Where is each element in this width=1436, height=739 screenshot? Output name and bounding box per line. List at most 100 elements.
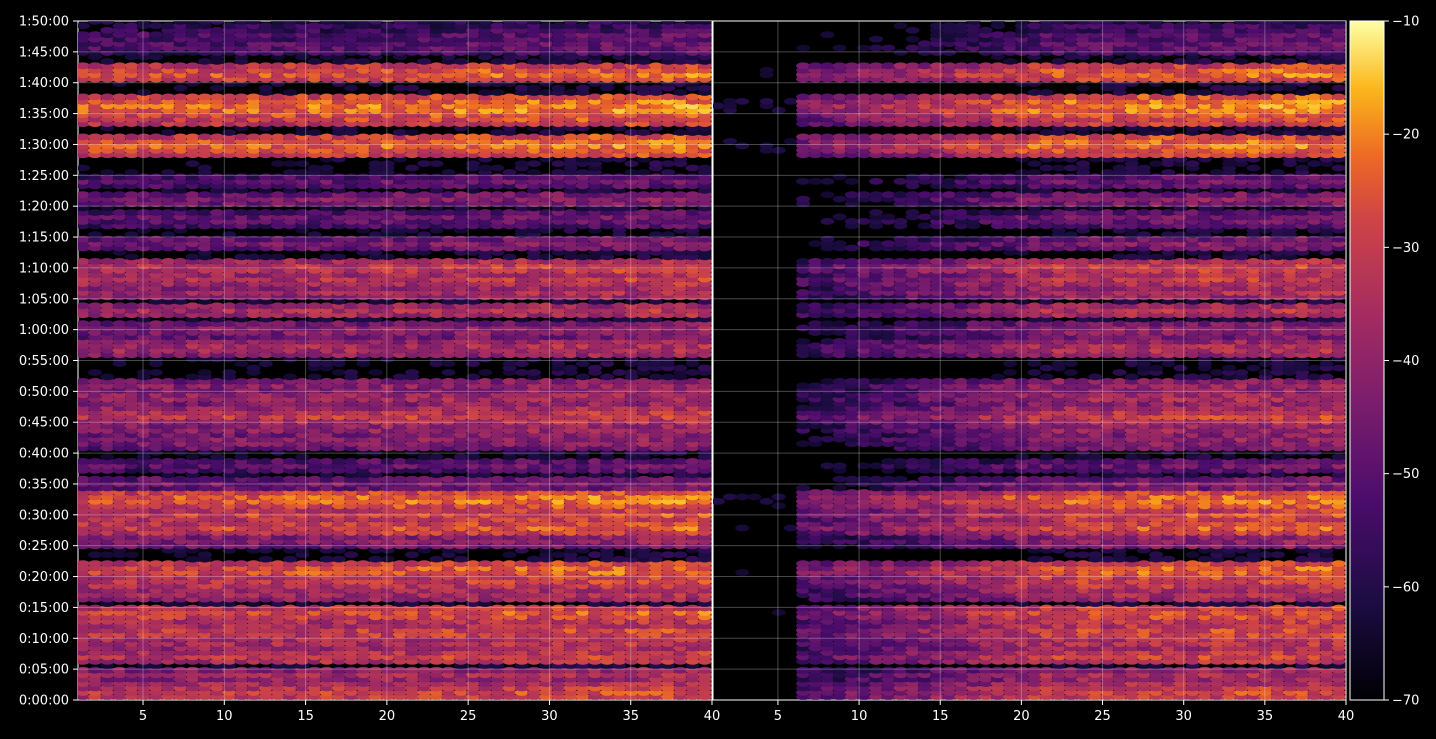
heatmap-cell [210, 453, 224, 461]
heatmap-cell [78, 604, 90, 612]
heatmap-cell [502, 551, 517, 559]
heatmap-cell [685, 604, 700, 612]
heatmap-cell [197, 666, 212, 674]
heatmap-cell [575, 360, 590, 367]
heatmap-cells-left [78, 21, 712, 700]
heatmap-cell [661, 560, 676, 567]
heatmap-cell [356, 560, 371, 567]
heatmap-cell [588, 551, 602, 559]
heatmap-cell [490, 604, 505, 612]
heatmap-cell [88, 604, 103, 612]
heatmap-cell [441, 360, 456, 367]
heatmap-cell [380, 555, 395, 563]
heatmap-cell [149, 369, 163, 376]
heatmap-cell [124, 302, 139, 310]
heatmap-cell [368, 378, 383, 385]
heatmap-cell [624, 666, 639, 674]
heatmap-cell [307, 258, 322, 265]
heatmap-cell [271, 302, 285, 310]
heatmap-cell [307, 666, 322, 674]
heatmap-cell [283, 475, 298, 483]
heatmap-cell [258, 253, 273, 261]
heatmap-cell [88, 378, 103, 385]
heatmap-cell [88, 475, 103, 483]
heatmap-cell [78, 666, 90, 674]
heatmap-cell [661, 373, 676, 381]
heatmap-cell [295, 560, 310, 567]
heatmap-cell [368, 458, 383, 465]
heatmap-cell [648, 458, 663, 465]
heatmap-cell [100, 258, 115, 265]
heatmap-cell [417, 302, 432, 310]
heatmap-cell [392, 475, 407, 483]
heatmap-cell [563, 320, 578, 327]
heatmap-cell [185, 253, 200, 261]
heatmap-cell [380, 253, 395, 261]
heatmap-cell [588, 458, 602, 465]
heatmap-cell [112, 258, 127, 265]
heatmap-cell [697, 666, 712, 674]
heatmap-cell [429, 258, 444, 265]
heatmap-cell [417, 320, 432, 327]
heatmap-cell [295, 378, 310, 385]
heatmap-cell [575, 555, 590, 563]
heatmap-cell [502, 666, 517, 674]
heatmap-cell [100, 302, 115, 310]
heatmap-cell [405, 560, 420, 567]
heatmap-cell [514, 378, 529, 385]
heatmap-cell [258, 458, 273, 465]
heatmap-cell [112, 666, 127, 674]
heatmap-cell [307, 604, 322, 612]
heatmap-cell [600, 373, 615, 381]
heatmap-cell [222, 458, 237, 465]
heatmap-cell [136, 604, 151, 612]
heatmap-cell [441, 378, 456, 385]
heatmap-cell [124, 551, 139, 559]
heatmap-cell [368, 369, 383, 376]
heatmap-cell [356, 378, 371, 385]
heatmap-cell [356, 604, 371, 612]
heatmap-cell [124, 560, 139, 567]
heatmap-cell [319, 302, 334, 310]
heatmap-cell [210, 475, 224, 483]
heatmap-cell [295, 475, 310, 483]
heatmap-cell [453, 258, 468, 265]
heatmap-cell [685, 369, 700, 376]
heatmap-cell [563, 458, 578, 465]
heatmap-cell [136, 258, 151, 265]
heatmap-cell [392, 560, 407, 567]
heatmap-cell [295, 453, 310, 461]
heatmap-cell [527, 666, 541, 674]
heatmap-cell [258, 475, 273, 483]
heatmap-cell [429, 378, 444, 385]
heatmap-cell [173, 378, 188, 385]
heatmap-cell [344, 666, 359, 674]
heatmap-cell [356, 258, 371, 265]
heatmap-cell [100, 560, 115, 567]
heatmap-cell [271, 378, 285, 385]
heatmap-cell [197, 475, 212, 483]
heatmap-cell [307, 560, 322, 567]
heatmap-cell [539, 302, 554, 310]
heatmap-cell [331, 458, 346, 465]
heatmap-cell [331, 666, 346, 674]
heatmap-cell [271, 475, 285, 483]
heatmap-cell [466, 560, 480, 567]
heatmap-cell [417, 258, 432, 265]
heatmap-cell [539, 604, 554, 612]
heatmap-cell [210, 258, 224, 265]
heatmap-cell [636, 666, 651, 674]
heatmap-cell [149, 258, 163, 265]
heatmap-cell [661, 458, 676, 465]
heatmap-cell [636, 360, 651, 367]
heatmap-cell [392, 666, 407, 674]
heatmap-cell [502, 302, 517, 310]
heatmap-cell [429, 555, 444, 563]
heatmap-cell [466, 666, 480, 674]
heatmap-cell [405, 369, 420, 376]
heatmap-cell [210, 302, 224, 310]
heatmap-cell [88, 320, 103, 327]
heatmap-cell [429, 604, 444, 612]
heatmap-cell [405, 320, 420, 327]
